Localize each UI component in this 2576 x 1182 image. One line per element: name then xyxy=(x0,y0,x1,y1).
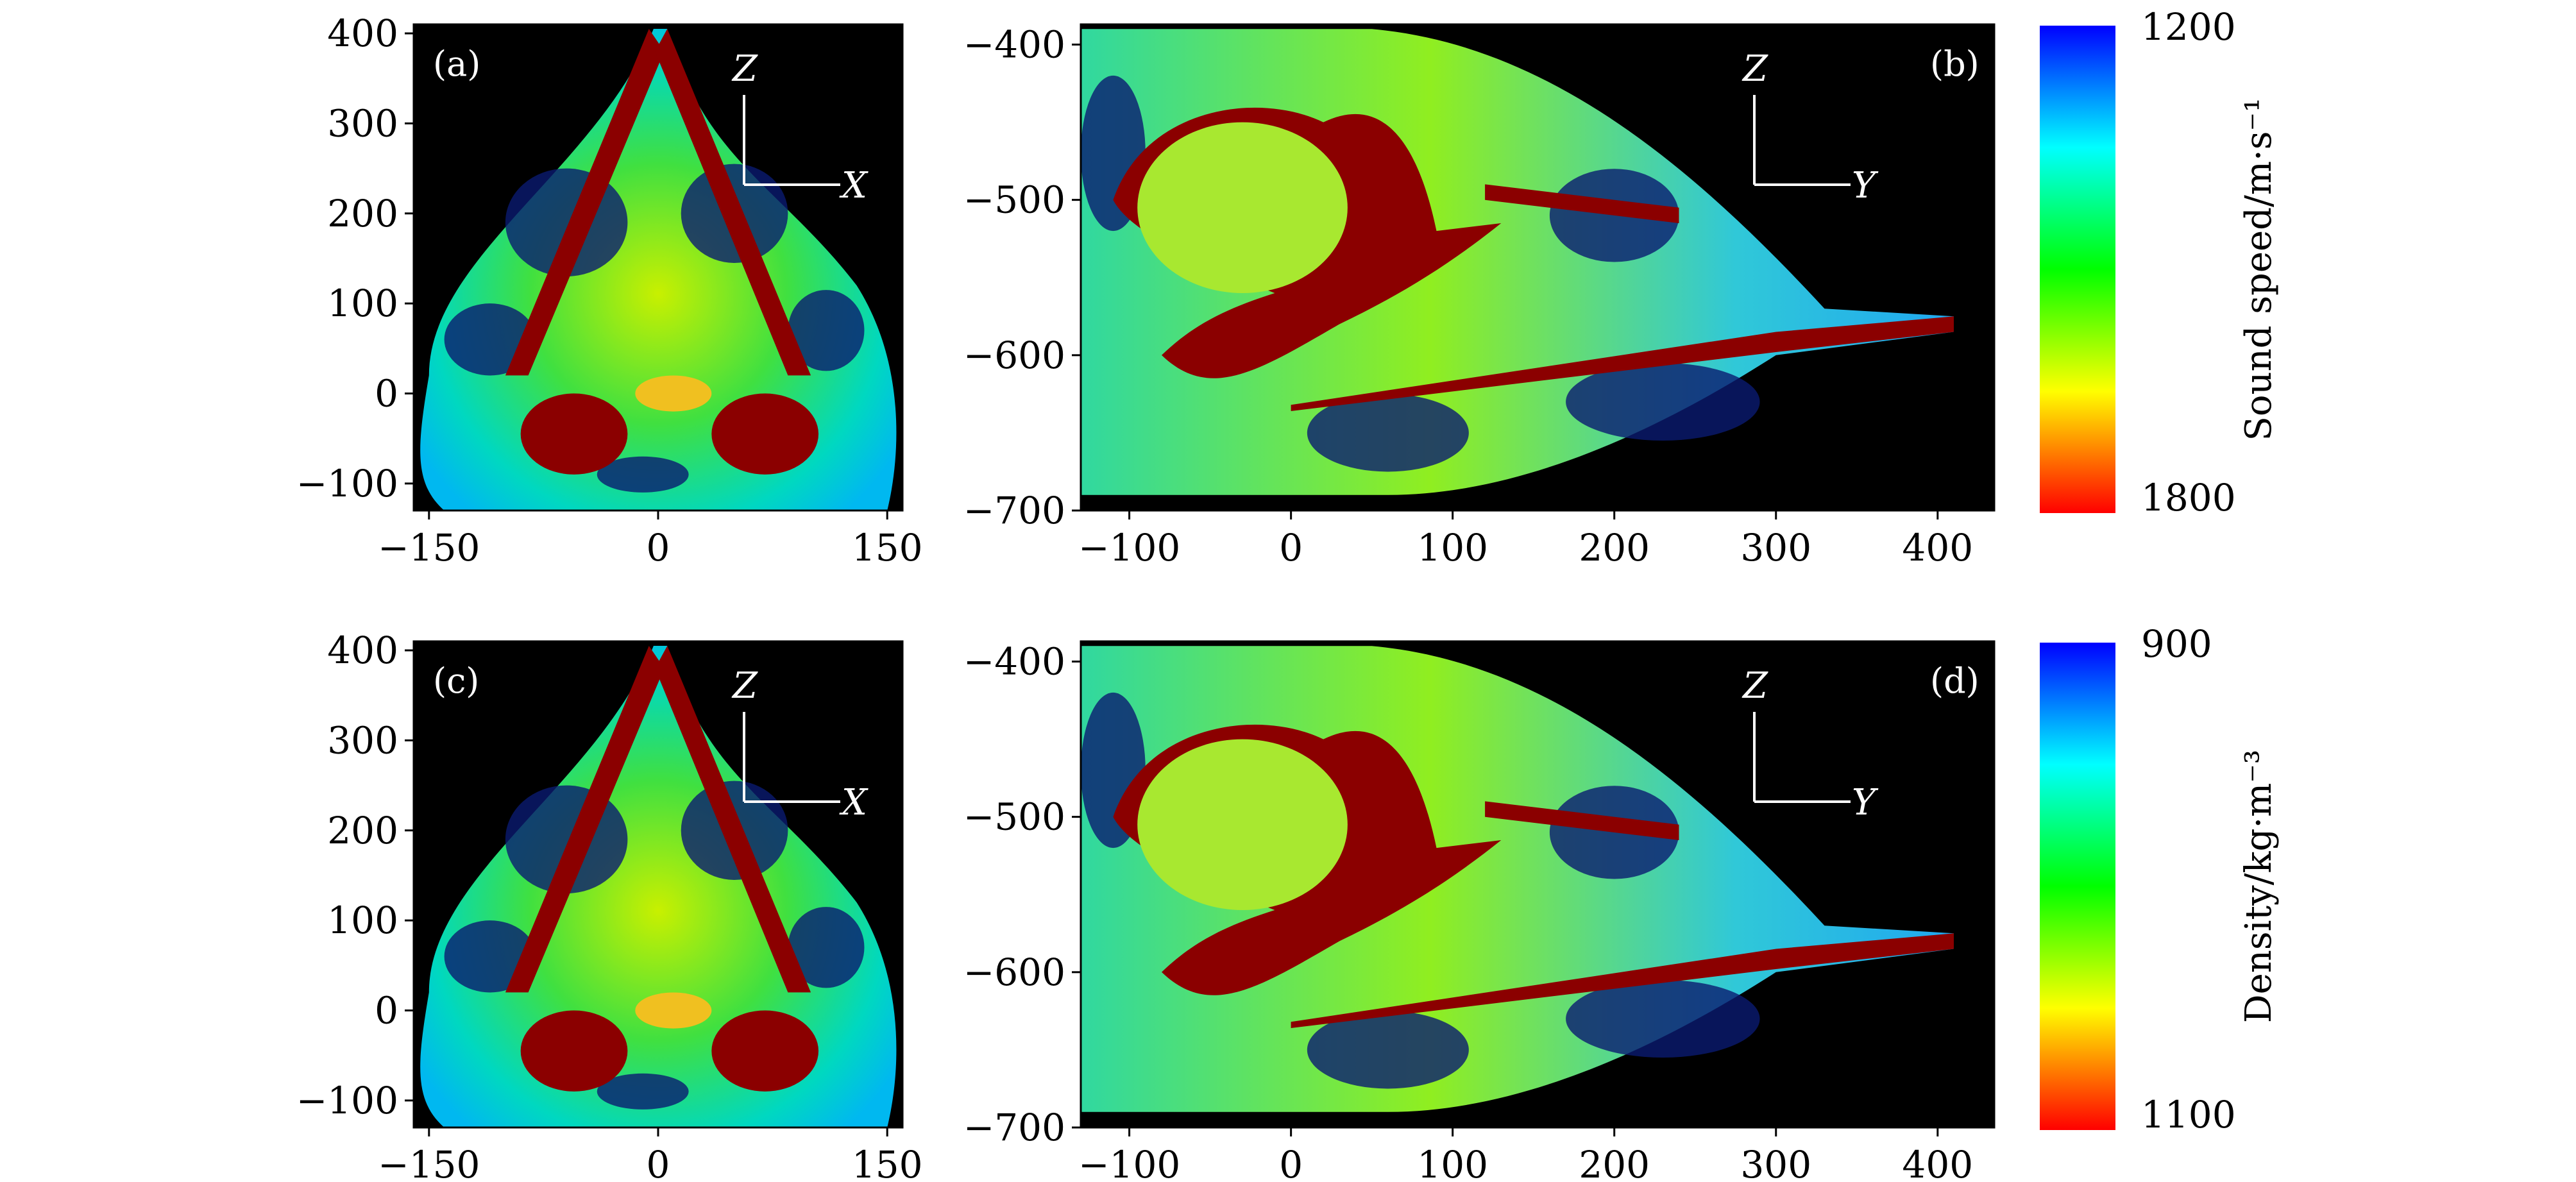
x-tick-label: 300 xyxy=(1740,1143,1811,1182)
low-value-region xyxy=(1307,1011,1469,1089)
lower-jaw-bone xyxy=(1291,933,1954,1028)
orientation-vertical-label: Z xyxy=(731,665,758,707)
low-value-region xyxy=(597,456,689,493)
low-value-region xyxy=(1307,394,1469,472)
y-tick-label: 300 xyxy=(327,101,398,145)
x-tick-label: 0 xyxy=(1279,1143,1303,1182)
y-tick-label: 200 xyxy=(327,809,398,852)
orientation-horizontal-label: Y xyxy=(1852,782,1879,823)
x-tick-label: 150 xyxy=(852,1143,923,1182)
axes-frame xyxy=(1080,23,1996,512)
upper-jaw-bone xyxy=(1485,801,1679,840)
low-value-region xyxy=(788,290,865,371)
y-tick-label: 400 xyxy=(327,629,398,672)
bone-left xyxy=(505,646,665,993)
y-tick-label: 400 xyxy=(327,12,398,55)
bone-right xyxy=(655,646,811,993)
y-tick-label: −100 xyxy=(296,462,398,505)
orientation-vertical-label: Z xyxy=(1741,665,1768,707)
x-tick-label: −150 xyxy=(378,1143,480,1182)
colorbar-title: Sound speed/m·s⁻¹ xyxy=(2238,97,2280,441)
low-value-region xyxy=(788,907,865,988)
x-tick-label: −100 xyxy=(1078,526,1180,570)
brain-region xyxy=(1137,122,1348,293)
panel-a-sound-speed-xz: −150 0 150 400 300 200 100 0 −100 (a) Z X xyxy=(296,12,923,570)
x-tick-label: 300 xyxy=(1740,526,1811,570)
colorbar-density: 900 1100 Density/kg·m⁻³ xyxy=(2040,622,2280,1136)
x-tick-label: 200 xyxy=(1579,1143,1650,1182)
y-tick-label: 100 xyxy=(327,899,398,942)
y-tick-label: 0 xyxy=(375,989,398,1033)
heatmap-image xyxy=(420,646,897,1127)
x-tick-label: 100 xyxy=(1417,526,1488,570)
x-tick-label: 150 xyxy=(852,526,923,570)
bone-right xyxy=(655,29,811,376)
y-tick-label: −500 xyxy=(963,795,1065,839)
tissue-region xyxy=(420,29,897,511)
bone-left-jaw xyxy=(520,393,628,475)
y-tick-label: 300 xyxy=(327,718,398,762)
colorbar-gradient xyxy=(2040,643,2115,1130)
x-tick-label: 0 xyxy=(1279,526,1303,570)
brain-region xyxy=(1137,739,1348,910)
y-tick-label: −700 xyxy=(963,489,1065,532)
central-region xyxy=(635,375,712,412)
y-tick-label: −600 xyxy=(963,333,1065,377)
y-tick-label: −400 xyxy=(963,639,1065,683)
x-tick-label: −100 xyxy=(1078,1143,1180,1182)
y-tick-label: 200 xyxy=(327,192,398,235)
x-tick-label: 100 xyxy=(1417,1143,1488,1182)
y-tick-label: −500 xyxy=(963,178,1065,222)
y-tick-label: −100 xyxy=(296,1079,398,1122)
bone-right-jaw xyxy=(711,1010,819,1092)
bone-right-jaw xyxy=(711,393,819,475)
y-tick-label: −600 xyxy=(963,950,1065,994)
panel-b-sound-speed-yz: −100 0 100 200 300 400 −400 −500 −600 −700 (b) Z Y xyxy=(963,22,1996,570)
panel-label: (a) xyxy=(433,44,480,84)
low-value-region xyxy=(1566,979,1760,1058)
heatmap-image xyxy=(420,29,897,511)
orientation-vertical-label: Z xyxy=(1741,48,1768,90)
colorbar-gradient xyxy=(2040,26,2115,513)
y-tick-label: 100 xyxy=(327,282,398,325)
colorbar-sound-speed: 1200 1800 Sound speed/m·s⁻¹ xyxy=(2040,5,2280,519)
panel-d-density-yz: −100 0 100 200 300 400 −400 −500 −600 −700 (d) Z Y xyxy=(963,639,1996,1182)
x-tick-label: 0 xyxy=(647,526,670,570)
orientation-horizontal-label: Y xyxy=(1852,165,1879,207)
panel-c-density-xz: −150 0 150 400 300 200 100 0 −100 (c) Z X xyxy=(296,629,923,1182)
upper-jaw-bone xyxy=(1485,184,1679,223)
x-tick-label: 0 xyxy=(647,1143,670,1182)
heatmap-image xyxy=(1081,646,1954,1112)
x-tick-label: 400 xyxy=(1902,526,1973,570)
orientation-horizontal-label: X xyxy=(839,165,869,207)
tissue-region xyxy=(420,646,897,1127)
orientation-vertical-label: Z xyxy=(731,48,758,90)
panel-label: (c) xyxy=(433,661,479,701)
low-value-region xyxy=(1566,362,1760,441)
panel-label: (d) xyxy=(1930,661,1979,701)
heatmap-image xyxy=(1081,29,1954,495)
panel-label: (b) xyxy=(1930,44,1979,84)
orientation-horizontal-label: X xyxy=(839,782,869,823)
y-tick-label: −400 xyxy=(963,22,1065,66)
x-tick-label: −150 xyxy=(378,526,480,570)
colorbar-bottom-label: 1800 xyxy=(2141,476,2236,519)
bone-left xyxy=(505,29,665,376)
colorbar-bottom-label: 1100 xyxy=(2141,1093,2236,1136)
colorbar-top-label: 900 xyxy=(2141,622,2212,666)
y-tick-label: −700 xyxy=(963,1106,1065,1149)
central-region xyxy=(635,992,712,1029)
lower-jaw-bone xyxy=(1291,316,1954,411)
bone-left-jaw xyxy=(520,1010,628,1092)
colorbar-top-label: 1200 xyxy=(2141,5,2236,49)
x-tick-label: 200 xyxy=(1579,526,1650,570)
colorbar-title: Density/kg·m⁻³ xyxy=(2238,750,2280,1023)
axes-frame xyxy=(1080,640,1996,1129)
x-tick-label: 400 xyxy=(1902,1143,1973,1182)
low-value-region xyxy=(597,1073,689,1110)
y-tick-label: 0 xyxy=(375,372,398,416)
